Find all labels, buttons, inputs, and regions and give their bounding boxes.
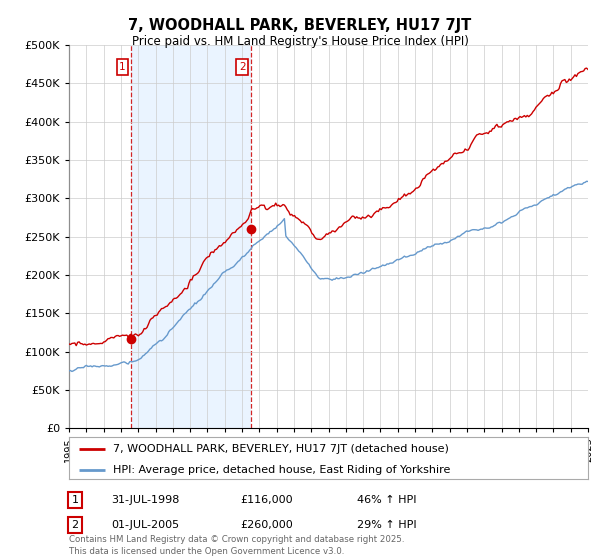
Text: £260,000: £260,000	[240, 520, 293, 530]
Text: Price paid vs. HM Land Registry's House Price Index (HPI): Price paid vs. HM Land Registry's House …	[131, 35, 469, 48]
Text: 2: 2	[71, 520, 79, 530]
Bar	[131, 45, 251, 428]
Text: 2: 2	[239, 62, 245, 72]
Text: 7, WOODHALL PARK, BEVERLEY, HU17 7JT (detached house): 7, WOODHALL PARK, BEVERLEY, HU17 7JT (de…	[113, 444, 449, 454]
Text: 7, WOODHALL PARK, BEVERLEY, HU17 7JT: 7, WOODHALL PARK, BEVERLEY, HU17 7JT	[128, 18, 472, 33]
Text: HPI: Average price, detached house, East Riding of Yorkshire: HPI: Average price, detached house, East…	[113, 465, 451, 474]
Text: 1: 1	[119, 62, 126, 72]
Text: 29% ↑ HPI: 29% ↑ HPI	[357, 520, 416, 530]
Text: £116,000: £116,000	[240, 495, 293, 505]
Text: 46% ↑ HPI: 46% ↑ HPI	[357, 495, 416, 505]
Text: 31-JUL-1998: 31-JUL-1998	[111, 495, 179, 505]
Text: 1: 1	[71, 495, 79, 505]
Text: 01-JUL-2005: 01-JUL-2005	[111, 520, 179, 530]
Text: Contains HM Land Registry data © Crown copyright and database right 2025.
This d: Contains HM Land Registry data © Crown c…	[69, 535, 404, 556]
